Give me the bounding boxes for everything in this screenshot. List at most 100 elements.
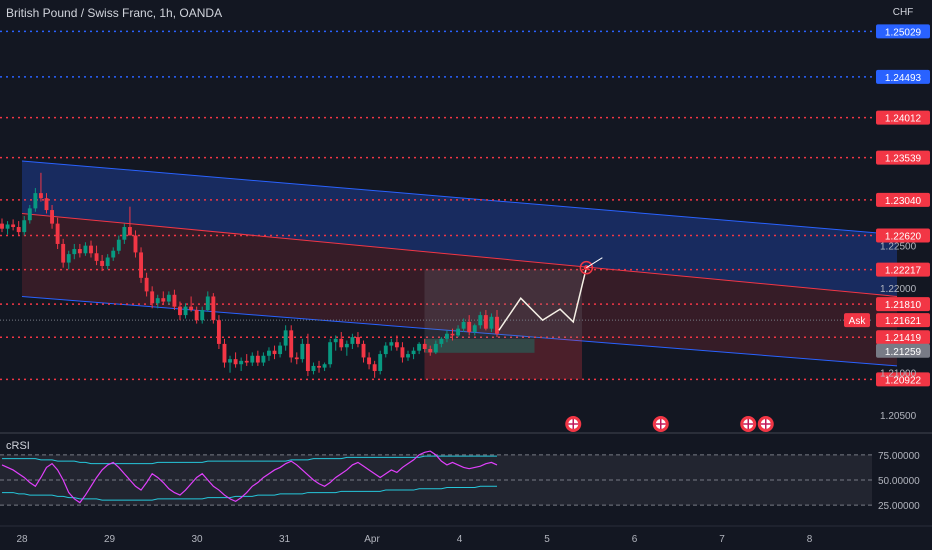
candle-body <box>433 343 438 353</box>
candle-body <box>0 223 4 229</box>
entry-zone <box>424 338 535 353</box>
price-tick: 1.21000 <box>880 369 917 380</box>
candle-body <box>72 249 77 255</box>
candle-body <box>422 343 427 349</box>
candle-body <box>38 193 43 199</box>
candlesticks <box>0 172 499 378</box>
target-zone <box>424 269 582 339</box>
candle-body <box>105 257 110 266</box>
candle-body <box>305 343 310 372</box>
projection <box>498 257 603 331</box>
candle-body <box>311 365 316 372</box>
candle-body <box>439 338 444 344</box>
osc-band-lower <box>2 485 497 501</box>
candle-body <box>27 208 32 221</box>
candle-body <box>289 330 294 358</box>
level-label-bg <box>876 24 930 39</box>
osc-level-label: 75.00000 <box>878 451 920 462</box>
time-tick: 6 <box>632 534 638 545</box>
candle-body <box>200 310 205 321</box>
candle-body <box>328 342 333 365</box>
level-label-bg <box>876 262 930 277</box>
candle-body <box>406 354 410 358</box>
candle-body <box>55 223 60 244</box>
candle-body <box>222 343 227 363</box>
price-axis[interactable]: 1.25029 1.24493 1.24012 1.23539 1.23040 1.226… <box>844 7 930 512</box>
candle-body <box>333 338 338 343</box>
candle-body <box>33 193 38 209</box>
level-label: 1.25029 <box>885 27 922 38</box>
candle-body <box>339 338 344 348</box>
candle-body <box>267 350 271 356</box>
price-tick: 1.22000 <box>880 284 917 295</box>
channel-middle-line <box>21 212 898 297</box>
osc-level-label: 50.00000 <box>878 476 920 487</box>
lower-channel-fill <box>22 213 897 366</box>
event-markers <box>565 416 774 432</box>
candle-body <box>283 330 288 346</box>
ask-price: 1.21621 <box>885 316 922 327</box>
projection-path <box>498 267 588 331</box>
level-label: 1.23040 <box>885 196 922 207</box>
candle-body <box>322 364 327 368</box>
level-label: 1.21419 <box>885 333 922 344</box>
candle-body <box>22 220 27 233</box>
time-tick: 8 <box>807 534 813 545</box>
channel-upper-line <box>21 160 898 236</box>
candle-body <box>216 320 221 344</box>
level-label: 1.23539 <box>885 154 922 165</box>
osc-band-upper <box>2 455 497 465</box>
level-label-bg <box>876 150 930 165</box>
candle-body <box>228 359 232 363</box>
horizontal-levels <box>0 30 872 381</box>
candle-body <box>205 296 210 311</box>
price-tick: 1.22500 <box>880 242 917 253</box>
candle-body <box>372 364 377 372</box>
candle-body <box>139 252 143 278</box>
candle-body <box>211 296 216 321</box>
level-label: 1.22620 <box>885 231 922 242</box>
time-tick: 30 <box>191 534 203 545</box>
candle-body <box>255 355 260 363</box>
level-label: 1.22217 <box>885 266 922 277</box>
candle-body <box>467 321 472 333</box>
time-tick: 5 <box>544 534 550 545</box>
candle-body <box>127 227 132 236</box>
oscillator-title: cRSI <box>6 440 30 452</box>
candle-body <box>44 198 49 211</box>
candle-body <box>244 360 249 363</box>
candle-body <box>495 316 499 334</box>
candle-body <box>461 321 466 329</box>
candle-body <box>417 343 422 351</box>
candle-body <box>450 333 455 336</box>
candle-body <box>389 342 394 346</box>
chart-title: British Pound / Swiss Franc, 1h, OANDA <box>6 6 223 20</box>
candle-body <box>278 345 283 355</box>
candle-body <box>5 224 10 229</box>
candle-body <box>161 298 166 302</box>
level-label: 1.20922 <box>885 375 922 386</box>
candle-body <box>261 355 266 363</box>
candle-body <box>378 354 383 372</box>
ask-tag-bg <box>844 313 870 328</box>
ask-tag: Ask <box>849 316 867 327</box>
candle-body <box>178 306 182 316</box>
level-label-bg <box>876 297 930 312</box>
osc-level-label: 25.00000 <box>878 501 920 512</box>
time-tick: 28 <box>16 534 28 545</box>
candle-body <box>116 239 121 251</box>
position-box <box>424 269 582 380</box>
candle-body <box>155 298 160 304</box>
level-label: 1.24012 <box>885 114 922 125</box>
candle-body <box>344 343 349 348</box>
candle-body <box>100 260 105 266</box>
time-axis[interactable]: 28 29 30 31 Apr 4 5 6 7 8 <box>16 534 812 545</box>
candle-body <box>367 357 372 365</box>
candle-body <box>77 249 82 254</box>
candle-body <box>411 350 416 355</box>
candle-body <box>483 315 488 329</box>
candle-body <box>489 316 494 329</box>
crsi-line <box>1 450 498 504</box>
candle-body <box>150 291 155 304</box>
